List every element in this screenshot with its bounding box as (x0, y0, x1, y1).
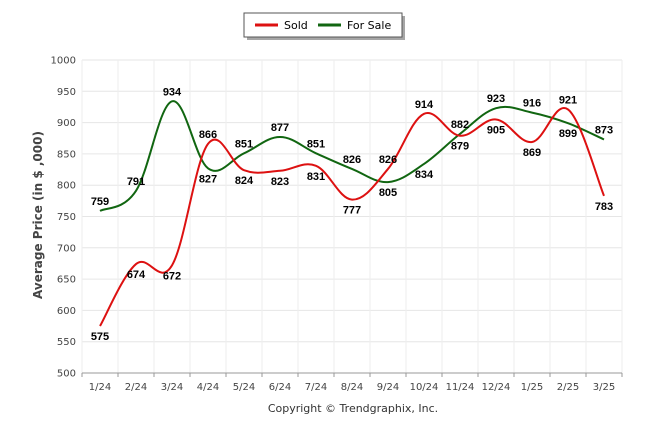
legend-for-sale-label[interactable]: For Sale (347, 19, 391, 32)
x-tick-label: 8/24 (341, 382, 363, 393)
y-tick-label: 1000 (51, 56, 76, 67)
sold-data-label: 831 (307, 171, 325, 183)
y-tick-label: 600 (57, 306, 76, 317)
sold-data-label: 575 (91, 331, 109, 343)
y-tick-label: 650 (57, 275, 76, 286)
x-tick-label: 1/25 (521, 382, 543, 393)
for-sale-data-label: 899 (559, 128, 577, 140)
sold-data-label: 823 (271, 176, 289, 188)
for-sale-data-label: 882 (451, 119, 469, 131)
for-sale-data-label: 805 (379, 187, 397, 199)
y-tick-label: 850 (57, 149, 76, 160)
y-tick-label: 750 (57, 212, 76, 223)
x-tick-label: 5/24 (233, 382, 255, 393)
axes: 500 550 600 650 700 750 800 850 900 950 1000 1/24 2/… (51, 56, 623, 393)
sold-data-label: 674 (127, 269, 146, 281)
y-tick-label: 950 (57, 87, 76, 98)
sold-data-label: 866 (199, 129, 217, 141)
sold-data-label: 777 (343, 205, 361, 217)
grid-lines (81, 59, 623, 374)
for-sale-data-label: 923 (487, 93, 505, 105)
x-tick-label: 10/24 (410, 382, 439, 393)
x-tick-label: 9/24 (377, 382, 399, 393)
sold-data-label: 824 (235, 175, 254, 187)
sold-data-label: 921 (559, 94, 577, 106)
y-tick-label: 500 (57, 369, 76, 380)
x-tick-label: 3/25 (593, 382, 615, 393)
y-tick-label: 800 (57, 181, 76, 192)
for-sale-data-label: 759 (91, 196, 109, 208)
sold-data-label: 826 (379, 154, 397, 166)
for-sale-data-label: 826 (343, 154, 361, 166)
y-tick-label: 900 (57, 118, 76, 129)
legend[interactable]: Sold For Sale (243, 12, 405, 40)
x-tick-label: 7/24 (305, 382, 327, 393)
x-tick-label: 6/24 (269, 382, 291, 393)
series-line-sold (99, 106, 605, 327)
x-tick-label: 3/24 (161, 382, 183, 393)
y-axis-label: Average Price (in $ ,000) (31, 131, 45, 299)
y-tick-label: 550 (57, 337, 76, 348)
legend-sold-label[interactable]: Sold (284, 19, 308, 32)
sold-data-label: 914 (415, 99, 434, 111)
for-sale-data-label: 791 (127, 176, 145, 188)
for-sale-data-label: 873 (595, 125, 613, 137)
x-tick-label: 2/24 (125, 382, 147, 393)
for-sale-data-label: 916 (523, 98, 541, 110)
x-tick-label: 11/24 (446, 382, 475, 393)
y-tick-label: 700 (57, 243, 76, 254)
for-sale-data-label: 851 (307, 138, 325, 150)
for-sale-data-label: 851 (235, 138, 253, 150)
series-line-for-sale (99, 100, 605, 212)
sold-data-label: 869 (523, 147, 541, 159)
series-lines (99, 100, 605, 327)
sold-data-label: 879 (451, 141, 469, 153)
for-sale-data-label: 827 (199, 173, 217, 185)
sold-data-label: 783 (595, 201, 613, 213)
for-sale-data-label: 834 (415, 169, 434, 181)
x-tick-label: 2/25 (557, 382, 579, 393)
sold-data-label: 672 (163, 270, 181, 282)
copyright-footer: Copyright © Trendgraphix, Inc. (268, 402, 438, 415)
data-labels: 575 674 672 866 824 823 831 777 826 914 879 905 869 9… (91, 86, 613, 343)
x-tick-label: 4/24 (197, 382, 219, 393)
for-sale-data-label: 934 (163, 86, 182, 98)
sold-data-label: 905 (487, 124, 505, 136)
x-tick-label: 12/24 (482, 382, 511, 393)
x-tick-label: 1/24 (89, 382, 111, 393)
for-sale-data-label: 877 (271, 122, 289, 134)
